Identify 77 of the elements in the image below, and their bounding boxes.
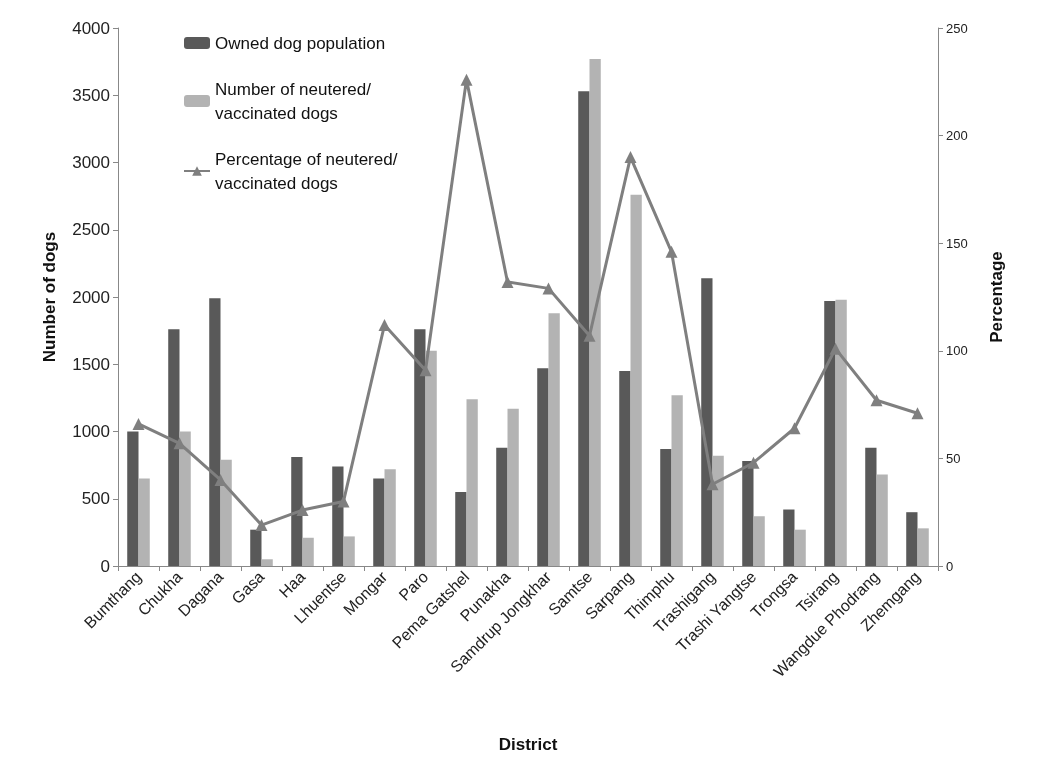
bar (261, 559, 273, 566)
bar (302, 537, 314, 566)
bar (660, 448, 672, 566)
point (829, 342, 842, 355)
bar (742, 461, 754, 566)
bar (414, 329, 426, 566)
bar (578, 91, 590, 566)
bar (589, 58, 601, 566)
bar (373, 478, 385, 566)
bar (466, 399, 478, 566)
x-axis-title: District (498, 735, 558, 754)
legend-label: Number of neutered/ vaccinated dogs (215, 79, 376, 123)
bar (701, 278, 713, 566)
legend-label: Percentage of neutered/ vaccinated dogs (215, 149, 403, 193)
point (378, 318, 391, 331)
bar (332, 466, 344, 566)
point (542, 282, 555, 295)
bar (835, 299, 847, 566)
point (665, 245, 678, 258)
bar (425, 350, 437, 566)
bar (138, 478, 150, 566)
y2-tick-label: 50 (946, 450, 961, 466)
bar (127, 431, 139, 566)
y-tick-label: 3000 (72, 153, 110, 172)
point (132, 417, 145, 430)
point (624, 151, 637, 164)
bar (496, 447, 508, 566)
bar (250, 529, 262, 566)
bar (712, 455, 724, 566)
y-tick-label: 2500 (72, 220, 110, 240)
bar (179, 431, 191, 566)
bar (794, 529, 806, 566)
point (911, 407, 924, 420)
y-tick-label: 500 (81, 489, 110, 509)
y-tick-label: 1500 (72, 354, 110, 374)
bar (291, 457, 303, 566)
bar (876, 474, 888, 566)
point (747, 456, 760, 469)
bar (865, 447, 877, 566)
bar (220, 459, 232, 566)
bar (537, 368, 549, 566)
bar (455, 492, 467, 566)
point (460, 73, 473, 86)
bar (507, 408, 519, 566)
bar (168, 329, 180, 566)
point (296, 504, 309, 517)
bar (548, 313, 560, 566)
y-tick-label: 4000 (72, 18, 110, 38)
y2-tick-label: 150 (946, 235, 968, 251)
bar (343, 536, 355, 566)
point (870, 394, 883, 407)
point (501, 275, 514, 288)
bar (671, 395, 683, 566)
bar (619, 370, 631, 566)
legend-label: Owned dog population (215, 33, 386, 53)
bar (209, 298, 221, 566)
point (706, 478, 719, 491)
y2-tick-label: 250 (946, 20, 968, 36)
y2-tick-label: 0 (946, 558, 954, 574)
y-tick-label: 3500 (72, 85, 110, 105)
bar (384, 469, 396, 566)
bar (906, 512, 918, 566)
y-tick-label: 0 (100, 556, 110, 576)
y-axis-title: Number of dogs (40, 231, 59, 363)
point (788, 422, 801, 435)
y2-axis-title: Percentage (987, 251, 1006, 343)
bar (783, 509, 795, 566)
bar (824, 301, 836, 566)
y-tick-label: 2000 (72, 287, 110, 307)
bar (917, 528, 929, 566)
y2-tick-label: 200 (946, 128, 968, 144)
y2-tick-label: 100 (946, 343, 968, 359)
point (583, 329, 596, 342)
bar (753, 516, 765, 566)
bar (630, 194, 642, 566)
point (255, 519, 268, 532)
y-tick-label: 1000 (72, 422, 110, 441)
